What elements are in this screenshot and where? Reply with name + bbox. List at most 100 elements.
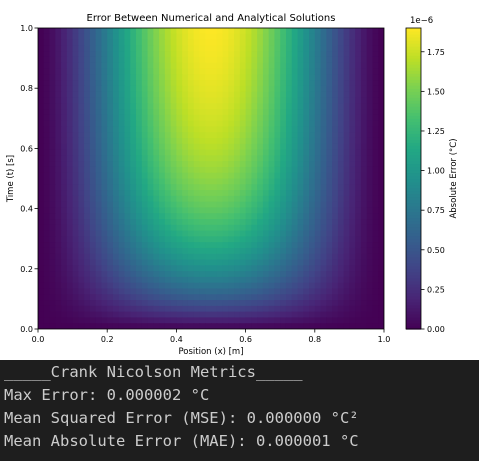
heatmap-cell	[211, 137, 218, 145]
heatmap-cell	[176, 166, 183, 174]
heatmap-cell	[268, 265, 276, 272]
heatmap-cell	[89, 288, 97, 295]
heatmap-cell	[164, 45, 172, 52]
heatmap-cell	[355, 45, 362, 52]
heatmap-cell	[320, 120, 327, 128]
heatmap-cell	[262, 271, 270, 278]
heatmap-cell	[320, 45, 327, 52]
heatmap-cell	[303, 109, 310, 116]
heatmap-cell	[199, 33, 206, 41]
heatmap-cell	[309, 161, 316, 168]
heatmap-cell	[164, 85, 172, 93]
heatmap-cell	[182, 305, 189, 313]
heatmap-cell	[89, 271, 97, 278]
heatmap-cell	[303, 161, 310, 168]
heatmap-cell	[147, 259, 154, 266]
heatmap-cell	[101, 109, 108, 116]
heatmap-cell	[360, 195, 368, 203]
heatmap-cell	[355, 114, 362, 122]
heatmap-cell	[170, 56, 177, 64]
heatmap-cell	[297, 230, 304, 237]
heatmap-cell	[170, 126, 177, 133]
heatmap-cell	[309, 126, 316, 133]
heatmap-cell	[43, 114, 51, 122]
heatmap-cell	[101, 120, 108, 128]
heatmap-cell	[309, 276, 316, 284]
heatmap-cell	[72, 103, 79, 110]
heatmap-cell	[274, 45, 281, 52]
heatmap-cell	[199, 68, 206, 75]
heatmap-cell	[72, 305, 79, 313]
heatmap-cell	[285, 45, 293, 52]
heatmap-cell	[222, 288, 229, 295]
heatmap-cell	[164, 201, 172, 209]
heatmap-cell	[274, 103, 281, 110]
heatmap-cell	[349, 166, 356, 174]
heatmap-cell	[268, 219, 276, 226]
heatmap-cell	[326, 282, 333, 290]
heatmap-cell	[164, 323, 172, 329]
heatmap-cell	[66, 207, 74, 214]
heatmap-cell	[291, 28, 299, 35]
heatmap-cell	[107, 97, 114, 104]
heatmap-cell	[78, 230, 85, 237]
heatmap-cell	[176, 74, 183, 81]
heatmap-cell	[343, 294, 350, 301]
heatmap-cell	[349, 282, 356, 290]
heatmap-cell	[251, 62, 258, 70]
heatmap-cell	[280, 207, 287, 214]
heatmap-cell	[228, 80, 235, 87]
heatmap-cell	[136, 271, 143, 278]
heatmap-cell	[182, 178, 189, 185]
heatmap-cell	[141, 120, 149, 128]
heatmap-cell	[78, 195, 85, 203]
heatmap-cell	[95, 230, 103, 237]
heatmap-cell	[291, 195, 299, 203]
heatmap-cell	[43, 253, 51, 261]
heatmap-cell	[251, 45, 258, 52]
heatmap-cell	[262, 103, 270, 110]
heatmap-cell	[285, 161, 293, 168]
heatmap-cell	[211, 305, 218, 313]
heatmap-cell	[355, 184, 362, 191]
heatmap-cell	[251, 91, 258, 99]
heatmap-cell	[112, 224, 120, 232]
heatmap-cell	[239, 259, 247, 266]
heatmap-cell	[95, 195, 103, 203]
heatmap-cell	[245, 74, 252, 81]
heatmap-cell	[337, 68, 345, 75]
heatmap-cell	[153, 74, 160, 81]
heatmap-cell	[355, 155, 362, 162]
heatmap-cell	[280, 219, 287, 226]
heatmap-cell	[355, 80, 362, 87]
heatmap-cell	[280, 224, 287, 232]
heatmap-cell	[211, 28, 218, 35]
heatmap-cell	[378, 137, 384, 145]
heatmap-cell	[130, 80, 137, 87]
heatmap-cell	[130, 68, 137, 75]
heatmap-cell	[61, 172, 68, 180]
heatmap-cell	[89, 97, 97, 104]
heatmap-cell	[251, 247, 258, 255]
heatmap-cell	[366, 91, 374, 99]
heatmap-cell	[61, 68, 68, 75]
heatmap-cell	[257, 85, 264, 93]
heatmap-cell	[118, 288, 126, 295]
heatmap-cell	[89, 294, 97, 301]
heatmap-cell	[159, 33, 166, 41]
heatmap-cell	[193, 56, 201, 64]
heatmap-cell	[216, 190, 224, 197]
heatmap-cell	[124, 120, 131, 128]
heatmap-cell	[89, 236, 97, 243]
heatmap-cell	[112, 184, 120, 191]
heatmap-cell	[159, 259, 166, 266]
heatmap-cell	[49, 195, 56, 203]
heatmap-cell	[153, 184, 160, 191]
heatmap-cell	[141, 195, 149, 203]
heatmap-cell	[66, 155, 74, 162]
heatmap-cell	[95, 305, 103, 313]
heatmap-cell	[291, 62, 299, 70]
heatmap-cell	[89, 126, 97, 133]
heatmap-cell	[280, 56, 287, 64]
heatmap-cell	[38, 45, 45, 52]
